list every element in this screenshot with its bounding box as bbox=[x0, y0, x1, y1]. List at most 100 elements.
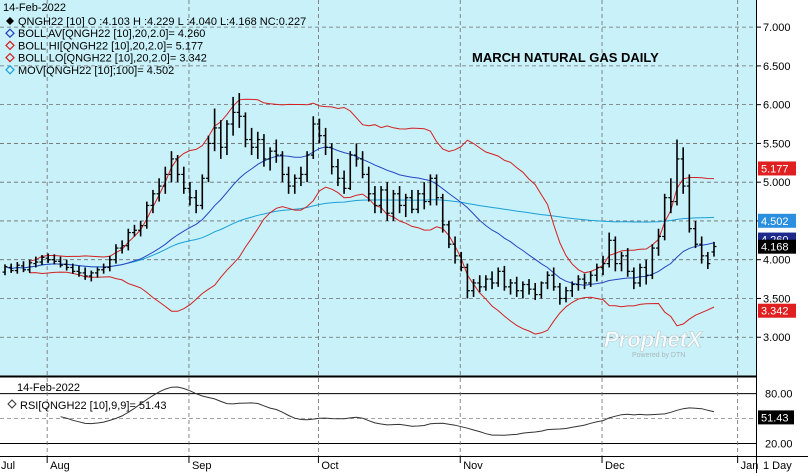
ohlc-bar bbox=[477, 275, 483, 293]
ohlc-bar bbox=[711, 241, 717, 257]
legend-label-3: BOLL LO[QNGH22 [10],20,2.0]= 3.342 bbox=[18, 53, 207, 65]
ohlc-bar bbox=[483, 275, 489, 291]
ohlc-bar bbox=[119, 240, 125, 254]
price-plot-area[interactable] bbox=[0, 0, 756, 376]
rsi-tag: 51.43 bbox=[758, 410, 794, 425]
period-label[interactable]: 1 Day bbox=[763, 460, 792, 472]
last-price-tag-box bbox=[758, 239, 796, 254]
ohlc-bar bbox=[366, 166, 372, 202]
ohlc-bar bbox=[557, 282, 563, 305]
y-tick-label: 3.000 bbox=[763, 332, 791, 344]
ohlc-bar bbox=[20, 261, 26, 273]
x-tick-label-jul: Jul bbox=[1, 460, 15, 472]
ohlc-bar bbox=[631, 267, 637, 290]
ohlc-bar bbox=[255, 131, 261, 159]
ohlc-bar bbox=[205, 135, 211, 183]
ohlc-bar bbox=[14, 262, 20, 274]
ohlc-bar bbox=[199, 174, 205, 210]
ohlc-bar bbox=[514, 276, 520, 297]
ohlc-bar bbox=[643, 259, 649, 285]
ohlc-bar bbox=[551, 267, 557, 291]
mov-tag: 4.502 bbox=[758, 213, 796, 228]
ohlc-bar bbox=[403, 193, 409, 218]
ohlc-bar bbox=[353, 143, 359, 167]
rsi-series bbox=[60, 386, 715, 436]
ohlc-bar bbox=[64, 259, 70, 271]
last-price-tag-text: 4.168 bbox=[761, 242, 789, 254]
ohlc-bar bbox=[434, 174, 440, 206]
ohlc-bar bbox=[649, 244, 655, 280]
x-tick-label-jan: Jan bbox=[741, 460, 759, 472]
ohlc-bar bbox=[273, 139, 279, 163]
ohlc-bar bbox=[144, 201, 150, 229]
ohlc-bar bbox=[193, 189, 199, 214]
x-tick-label-oct: Oct bbox=[321, 460, 338, 472]
ohlc-bar bbox=[101, 263, 107, 274]
ohlc-bar bbox=[94, 267, 100, 278]
ohlc-bar bbox=[409, 189, 415, 214]
y-tick-label: 5.500 bbox=[763, 138, 791, 150]
ohlc-bar bbox=[150, 189, 156, 214]
ohlc-bar bbox=[415, 189, 421, 214]
ohlc-bar bbox=[242, 112, 248, 148]
ohlc-bar bbox=[619, 251, 625, 272]
ohlc-bar bbox=[699, 236, 705, 264]
boll-hi-tag-text: 5.177 bbox=[761, 163, 789, 175]
watermark-sub: Powered by DTN bbox=[632, 352, 685, 359]
x-tick-label-aug: Aug bbox=[50, 460, 70, 472]
boll-lo-tag-text: 3.342 bbox=[761, 306, 789, 318]
price-bars bbox=[2, 93, 717, 305]
ohlc-bar bbox=[471, 279, 477, 297]
ohlc-bar bbox=[421, 182, 427, 210]
ohlc-bar bbox=[532, 282, 538, 301]
ohlc-bar bbox=[236, 93, 242, 128]
boll-lo-tag-box bbox=[758, 303, 796, 318]
ohlc-bar bbox=[489, 271, 495, 290]
ohlc-bar bbox=[88, 270, 94, 282]
ohlc-bar bbox=[686, 174, 692, 233]
time-axis-ticks: JulAugSepOctNovDecJanFeb bbox=[1, 456, 759, 472]
ohlc-bar bbox=[249, 127, 255, 156]
ohlc-bar bbox=[162, 166, 168, 194]
rsi-tag-box bbox=[758, 410, 794, 425]
ohlc-bar bbox=[446, 220, 452, 249]
x-tick-label-sep: Sep bbox=[192, 460, 212, 472]
ohlc-bar bbox=[508, 279, 514, 295]
ohlc-bar bbox=[310, 116, 316, 159]
ohlc-bar bbox=[261, 134, 267, 167]
header-date: 14-Feb-2022 bbox=[3, 2, 66, 14]
ohlc-bar bbox=[637, 263, 643, 287]
ohlc-bar bbox=[230, 96, 236, 136]
ohlc-bar bbox=[458, 251, 464, 272]
ohlc-bar bbox=[668, 178, 674, 214]
hollow-diamond-icon bbox=[5, 28, 15, 39]
rsi-plot-area[interactable] bbox=[0, 377, 756, 456]
y-tick-label: 7.000 bbox=[763, 22, 791, 34]
mov-tag-text: 4.502 bbox=[761, 216, 789, 228]
filled-diamond-icon bbox=[6, 17, 14, 25]
ohlc-bar bbox=[501, 265, 507, 291]
ohlc-bar bbox=[187, 182, 193, 206]
rsi-hollow-diamond-icon bbox=[7, 399, 17, 409]
ohlc-bar bbox=[76, 265, 82, 277]
ohlc-bar bbox=[538, 281, 544, 299]
y-tick-label: 3.500 bbox=[763, 293, 791, 305]
boll-lo-tag: 3.342 bbox=[758, 303, 796, 318]
ohlc-bar bbox=[606, 232, 612, 268]
ohlc-bar bbox=[212, 108, 218, 152]
ohlc-bar bbox=[267, 147, 273, 171]
hollow-diamond-icon bbox=[5, 64, 15, 75]
ohlc-bar bbox=[304, 151, 310, 183]
boll-hi-tag: 5.177 bbox=[758, 161, 796, 176]
ohlc-bar bbox=[378, 186, 384, 214]
ohlc-bar bbox=[27, 259, 33, 273]
boll-lo-line bbox=[29, 186, 715, 335]
y-tick-label: 6.500 bbox=[763, 61, 791, 73]
ohlc-bar bbox=[33, 256, 39, 268]
ohlc-bar bbox=[168, 151, 174, 183]
indicator-lines bbox=[4, 98, 715, 335]
ohlc-bar bbox=[526, 279, 532, 295]
ohlc-bar bbox=[452, 236, 458, 264]
legend-label-0: QNGH22 [10] O :4.103 H :4.229 L :4.040 L… bbox=[18, 16, 306, 28]
